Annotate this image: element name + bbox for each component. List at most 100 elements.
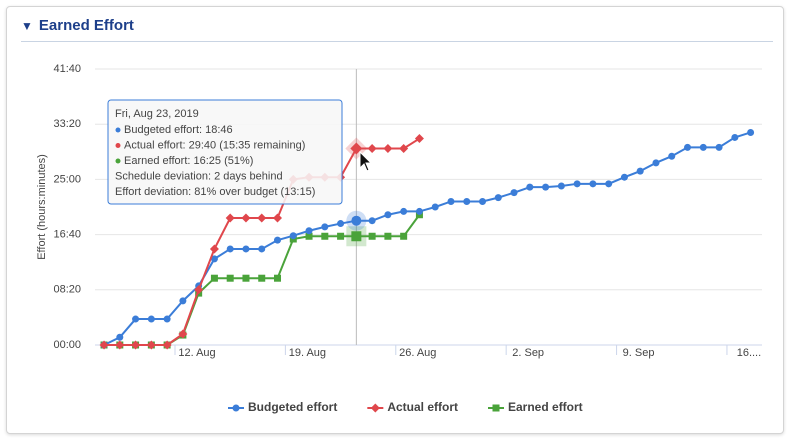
point <box>368 232 376 240</box>
point <box>542 183 550 191</box>
point <box>351 231 362 242</box>
point <box>274 274 282 282</box>
y-tick-label: 08:20 <box>53 284 81 296</box>
point <box>147 315 155 323</box>
point <box>668 152 676 160</box>
x-tick-label: 16.... <box>737 347 761 359</box>
x-tick-label: 26. Aug <box>399 347 436 359</box>
point <box>400 207 408 215</box>
tooltip-bullet <box>115 158 121 164</box>
point <box>384 211 392 219</box>
point <box>383 143 393 153</box>
point <box>447 197 455 205</box>
y-tick-label: 41:40 <box>53 63 81 75</box>
point <box>415 207 423 215</box>
legend-item[interactable]: Actual effort <box>367 400 458 414</box>
point <box>337 220 345 228</box>
point <box>384 232 392 240</box>
point <box>463 197 471 205</box>
point <box>337 232 345 240</box>
point <box>116 333 124 341</box>
point <box>146 340 156 350</box>
point <box>305 227 313 235</box>
legend-label: Budgeted effort <box>248 400 337 414</box>
point <box>399 143 409 153</box>
tooltip-box <box>107 99 343 205</box>
point <box>225 213 235 223</box>
collapse-icon[interactable]: ▼ <box>21 19 33 33</box>
point <box>731 133 739 141</box>
x-tick-label: 12. Aug <box>178 347 215 359</box>
point <box>115 340 125 350</box>
tooltip-bullet <box>115 143 121 148</box>
point <box>210 255 218 263</box>
legend-item[interactable]: Budgeted effort <box>228 400 337 414</box>
point <box>305 232 313 240</box>
point <box>605 180 613 188</box>
point <box>258 274 266 282</box>
y-tick-label: 00:00 <box>53 339 81 351</box>
point <box>257 213 267 223</box>
point <box>178 329 188 339</box>
point <box>258 245 266 253</box>
point <box>131 340 141 350</box>
tooltip-title: Fri, Aug 23, 2019 <box>115 108 199 120</box>
panel-header[interactable]: ▼ Earned Effort <box>21 17 773 42</box>
tooltip-line: Budgeted effort: 18:46 <box>124 124 233 136</box>
point <box>162 340 172 350</box>
tooltip-bullet <box>115 127 121 133</box>
point <box>431 203 439 211</box>
point <box>557 182 565 190</box>
legend-marker <box>370 403 380 413</box>
cursor <box>359 150 373 172</box>
point <box>652 159 660 167</box>
legend-label: Actual effort <box>387 400 458 414</box>
point <box>132 315 140 323</box>
point <box>163 315 171 323</box>
point <box>715 143 723 151</box>
point <box>210 274 218 282</box>
tooltip-line: Actual effort: 29:40 (15:35 remaining) <box>124 139 305 151</box>
point <box>274 236 282 244</box>
legend-marker <box>492 404 500 412</box>
point <box>209 244 219 254</box>
point <box>367 143 377 153</box>
x-tick-label: 19. Aug <box>289 347 326 359</box>
y-tick-label: 16:40 <box>53 229 81 241</box>
legend-label: Earned effort <box>508 400 583 414</box>
tooltip-line: Earned effort: 16:25 (51%) <box>124 155 253 167</box>
point <box>226 245 234 253</box>
legend-marker <box>232 404 240 412</box>
point <box>321 232 329 240</box>
point <box>99 340 109 350</box>
point <box>479 197 487 205</box>
point <box>350 142 363 155</box>
point <box>589 180 597 188</box>
y-tick-label: 25:00 <box>53 173 81 185</box>
point <box>747 128 755 136</box>
point <box>179 297 187 305</box>
point <box>194 285 204 295</box>
point <box>226 274 234 282</box>
point <box>400 232 408 240</box>
y-tick-label: 33:20 <box>53 118 81 130</box>
legend-item[interactable]: Earned effort <box>488 400 583 414</box>
panel: ▼ Earned Effort <box>6 6 784 434</box>
x-tick-label: 2. Sep <box>512 347 544 359</box>
tooltip-line: Schedule deviation: 2 days behind <box>115 170 283 182</box>
point <box>368 217 376 225</box>
point <box>351 215 362 226</box>
point <box>289 232 297 240</box>
point <box>494 194 502 202</box>
point <box>620 173 628 181</box>
point <box>242 245 250 253</box>
point <box>699 143 707 151</box>
point <box>573 180 581 188</box>
point <box>510 189 518 197</box>
point <box>273 213 283 223</box>
tooltip: Fri, Aug 23, 2019 Budgeted effort: 18:46 A… <box>107 99 343 205</box>
panel-title: Earned Effort <box>38 17 134 34</box>
y-axis-title: Effort (hours:minutes) <box>36 154 48 260</box>
point <box>684 143 692 151</box>
